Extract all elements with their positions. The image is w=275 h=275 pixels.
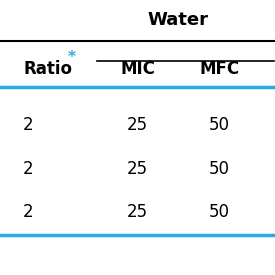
Text: 25: 25 xyxy=(127,116,148,134)
Text: 2: 2 xyxy=(23,116,34,134)
Text: 50: 50 xyxy=(209,116,230,134)
Text: 2: 2 xyxy=(23,203,34,221)
Text: *: * xyxy=(68,50,76,65)
Text: Water: Water xyxy=(148,12,209,29)
Text: MFC: MFC xyxy=(199,60,239,78)
Text: 50: 50 xyxy=(209,203,230,221)
Text: 2: 2 xyxy=(23,160,34,178)
Text: 25: 25 xyxy=(127,203,148,221)
Text: MIC: MIC xyxy=(120,60,155,78)
Text: 50: 50 xyxy=(209,160,230,178)
Text: Ratio: Ratio xyxy=(23,60,72,78)
Text: 25: 25 xyxy=(127,160,148,178)
